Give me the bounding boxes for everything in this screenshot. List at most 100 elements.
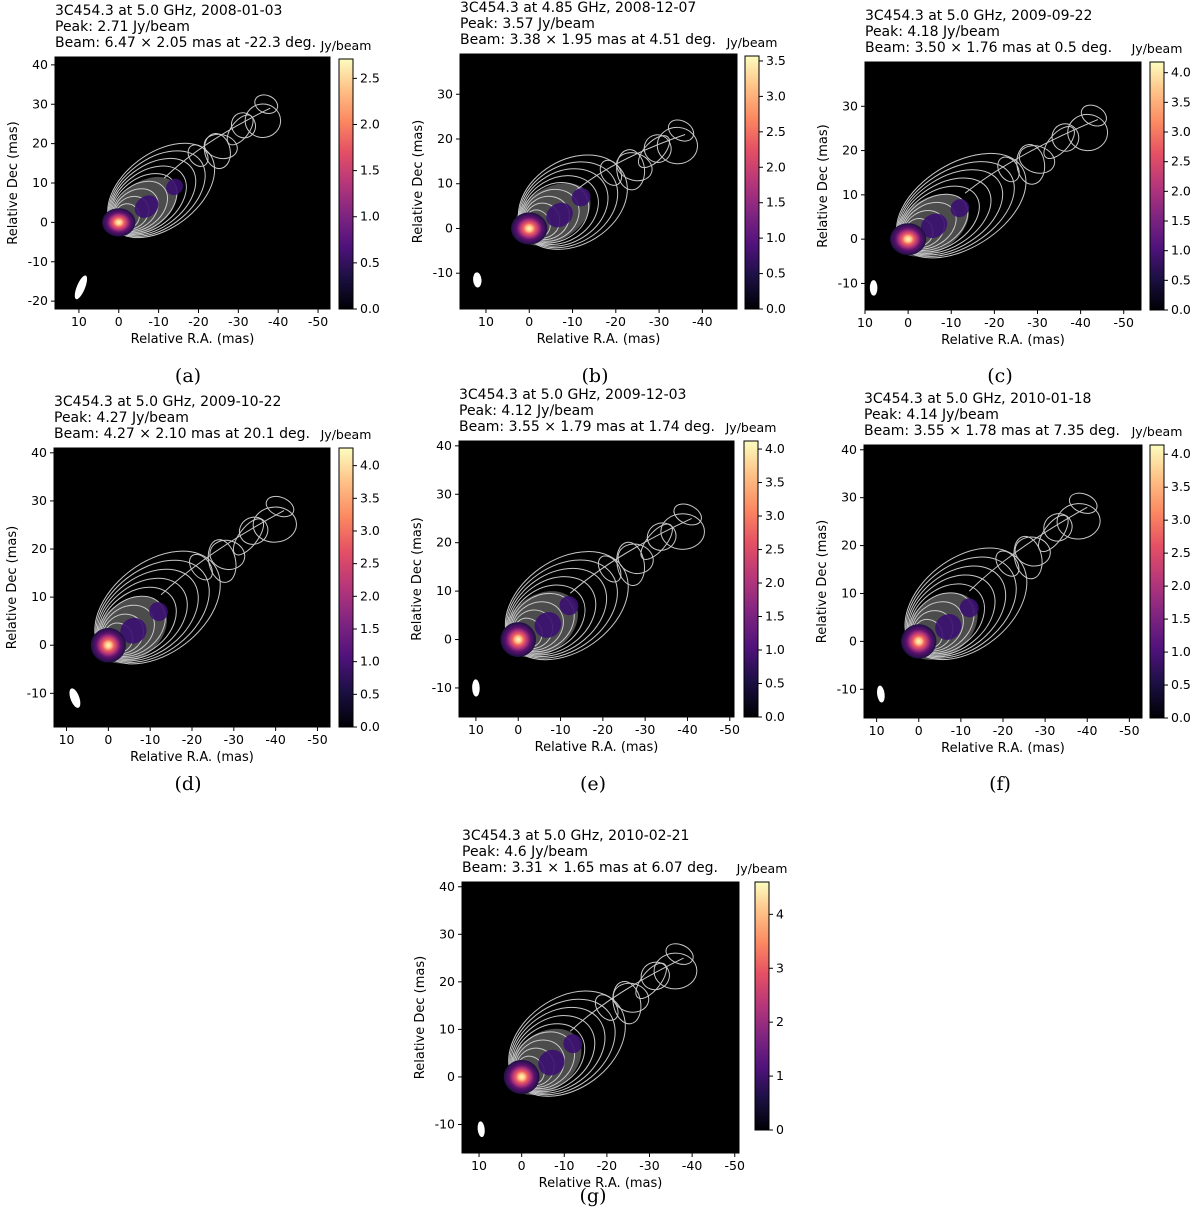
image-layer [869, 104, 1109, 296]
x-tick-label: -50 [1114, 315, 1134, 330]
colorbar-tick-label: 0.5 [360, 686, 380, 701]
panel-title-line: Peak: 2.71 Jy/beam [55, 19, 190, 35]
x-tick-label: -30 [228, 314, 248, 329]
panel-title-line: Peak: 4.14 Jy/beam [864, 407, 999, 423]
colorbar-tick-label: 1.5 [360, 163, 380, 178]
y-tick-label: 20 [436, 535, 452, 550]
colorbar-tick-label: 1.0 [1171, 243, 1191, 258]
x-tick-label: -30 [635, 722, 655, 737]
colorbar [1149, 61, 1165, 311]
y-tick-label: 10 [32, 175, 48, 190]
y-axis-label: Relative Dec (mas) [6, 121, 21, 244]
colorbar-tick-label: 1.0 [1171, 644, 1191, 659]
panel-caption: (e) [579, 773, 607, 795]
colorbar-tick-label: 1.5 [360, 621, 380, 636]
x-tick-label: -50 [308, 314, 328, 329]
radio-core [890, 223, 927, 256]
x-tick-label: -30 [224, 732, 244, 747]
y-tick-label: 40 [436, 438, 452, 453]
contour-line [163, 107, 271, 179]
x-tick-label: -10 [554, 1158, 574, 1173]
colorbar-tick-label: 0.0 [1171, 302, 1191, 317]
contour-line [575, 134, 686, 191]
colorbar-label: Jy/beam [1131, 424, 1183, 439]
beam-ellipse [74, 275, 88, 300]
colorbar-tick-label: 2.0 [766, 159, 786, 174]
contour-line [667, 119, 695, 142]
y-tick-label: -10 [838, 275, 858, 290]
y-axis-label: Relative Dec (mas) [815, 520, 830, 643]
colorbar-tick-label: 3.5 [1171, 94, 1191, 109]
plot-area [462, 882, 739, 1153]
axes-frame [864, 61, 1142, 311]
contour-line [1018, 145, 1056, 174]
y-tick-label: -10 [433, 265, 453, 280]
jet-knot [166, 178, 184, 196]
colorbar-tick-label: 0.0 [360, 301, 380, 316]
colorbar-tick-label: 1.5 [1171, 611, 1191, 626]
contour-line [209, 539, 246, 571]
plot-area [865, 62, 1141, 310]
colorbar-tick-label: 0.5 [1171, 272, 1191, 287]
colorbar-tick-label: 1.0 [360, 654, 380, 669]
x-tick-label: 10 [71, 314, 87, 329]
panel-title-line: 3C454.3 at 5.0 GHz, 2010-02-21 [462, 828, 689, 844]
beam-ellipse [472, 679, 480, 697]
jet-knot [920, 213, 948, 239]
x-tick-label: 0 [915, 723, 923, 738]
contour-line [637, 135, 671, 169]
x-tick-label: -20 [593, 722, 613, 737]
x-tick-label: 10 [857, 315, 873, 330]
x-axis-label: Relative R.A. (mas) [941, 333, 1065, 348]
y-axis-label: Relative Dec (mas) [816, 124, 831, 247]
panel-title-line: Peak: 3.57 Jy/beam [460, 16, 595, 32]
x-tick-label: -50 [307, 732, 327, 747]
contour-line [160, 510, 285, 596]
y-tick-label: 10 [841, 585, 857, 600]
y-tick-label: 20 [841, 538, 857, 553]
panel-title-line: Beam: 3.31 × 1.65 mas at 6.07 deg. [462, 860, 718, 876]
image-layer [472, 503, 705, 697]
x-tick-label: 0 [904, 315, 912, 330]
colorbar-tick-label: 3.0 [1171, 512, 1191, 527]
colorbar-tick-label: 2.0 [360, 588, 380, 603]
x-tick-label: -40 [692, 314, 712, 329]
colorbar-label: Jy/beam [725, 420, 777, 435]
jet-knot [538, 1049, 565, 1076]
colorbar-tick-label: 0.0 [765, 709, 785, 724]
x-tick-label: -40 [268, 314, 288, 329]
colorbar-label: Jy/beam [1131, 41, 1183, 56]
radio-core [102, 208, 136, 237]
jet-knot [571, 188, 591, 207]
contour-line [569, 957, 684, 1032]
plot-area [459, 441, 734, 717]
plot-area [55, 57, 330, 309]
colorbar-tick-label: 2.0 [1171, 578, 1191, 593]
y-tick-label: 10 [842, 187, 858, 202]
colorbar-tick-label: 2.5 [360, 556, 380, 571]
colorbar-tick-label: 2.0 [765, 575, 785, 590]
radio-core [503, 1059, 540, 1095]
plot-area [460, 54, 737, 309]
colorbar-tick-label: 0.5 [360, 255, 380, 270]
colorbar-label: Jy/beam [736, 861, 788, 876]
colorbar [754, 881, 770, 1131]
panel-caption: (d) [174, 773, 202, 795]
x-tick-label: -50 [725, 1158, 745, 1173]
colorbar-tick-label: 0.5 [765, 676, 785, 691]
colorbar-tick-label: 4.0 [1171, 446, 1191, 461]
colorbar-tick-label: 0.5 [1171, 677, 1191, 692]
y-tick-label: 20 [32, 136, 48, 151]
contour-line [646, 522, 677, 551]
y-tick-label: 0 [850, 231, 858, 246]
x-tick-label: 10 [468, 722, 484, 737]
plot-area [54, 448, 330, 727]
x-tick-label: 0 [104, 732, 112, 747]
y-tick-label: 30 [436, 486, 452, 501]
x-axis-label: Relative R.A. (mas) [539, 1176, 663, 1191]
colorbar-label: Jy/beam [726, 35, 778, 50]
colorbar-tick-label: 3.5 [360, 490, 380, 505]
